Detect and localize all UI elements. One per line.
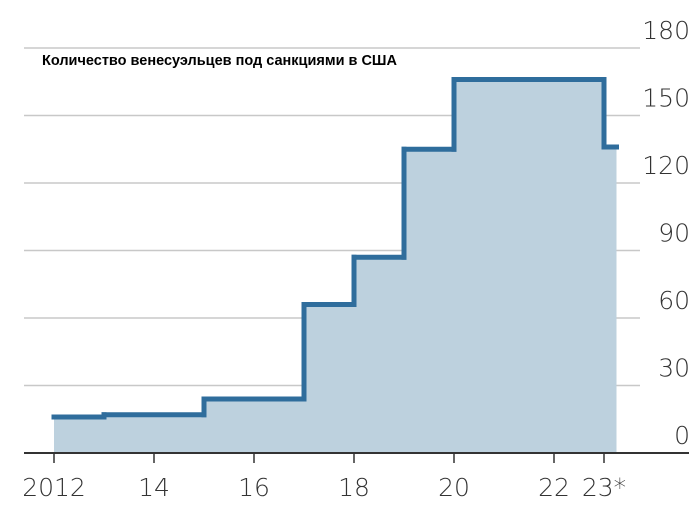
x-tick-label: 14: [138, 473, 170, 502]
y-tick-label: 60: [658, 286, 690, 315]
y-tick-label: 180: [642, 16, 690, 45]
x-tick-label: 16: [238, 473, 270, 502]
y-tick-label: 90: [658, 219, 690, 248]
area: [54, 417, 104, 453]
x-tick-label: 2012: [22, 473, 86, 502]
area: [404, 149, 454, 453]
step-end: [614, 144, 619, 150]
area: [304, 304, 354, 453]
y-tick-label: 150: [642, 84, 690, 113]
area: [354, 257, 404, 453]
area: [104, 414, 204, 453]
y-tick-label: 120: [642, 151, 690, 180]
x-tick-label: 22: [538, 473, 570, 502]
chart-title: Количество венесуэльцев под санкциями в …: [42, 53, 398, 69]
area: [454, 79, 604, 453]
area: [604, 147, 617, 453]
y-tick-label: 0: [674, 421, 690, 450]
y-tick-label: 30: [658, 354, 690, 383]
area: [204, 399, 304, 453]
x-tick-label: 20: [438, 473, 470, 502]
x-tick-label: 18: [338, 473, 370, 502]
x-tick-label: 23*: [582, 473, 626, 502]
